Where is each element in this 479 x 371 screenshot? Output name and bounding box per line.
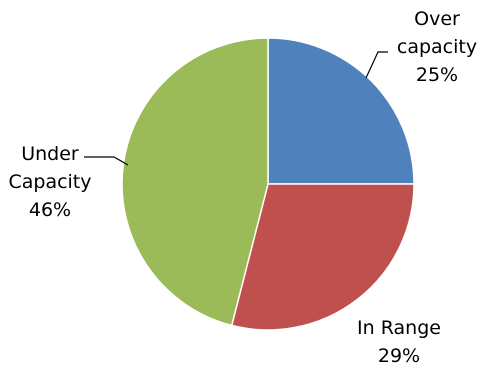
leader-over-capacity [365, 51, 388, 79]
pie-slice-over-capacity [267, 37, 415, 185]
label-under-capacity-line2: Capacity [8, 171, 91, 193]
label-over-capacity-pct: 25% [416, 64, 458, 86]
pie-slice-in-range [230, 183, 415, 331]
pie-slice-under-capacity [121, 37, 269, 327]
label-in-range: In Range 29% [357, 317, 441, 367]
label-over-capacity-line2: capacity [397, 36, 477, 58]
label-in-range-pct: 29% [378, 345, 420, 367]
label-over-capacity-line1: Over [414, 8, 460, 30]
pie-slices [121, 37, 415, 331]
leader-under-capacity [84, 156, 129, 166]
label-under-capacity-line1: Under [21, 143, 79, 165]
label-over-capacity: Over capacity 25% [365, 8, 477, 86]
label-under-capacity-pct: 46% [29, 199, 71, 221]
label-in-range-line1: In Range [357, 317, 441, 339]
label-under-capacity: Under Capacity 46% [8, 143, 129, 221]
